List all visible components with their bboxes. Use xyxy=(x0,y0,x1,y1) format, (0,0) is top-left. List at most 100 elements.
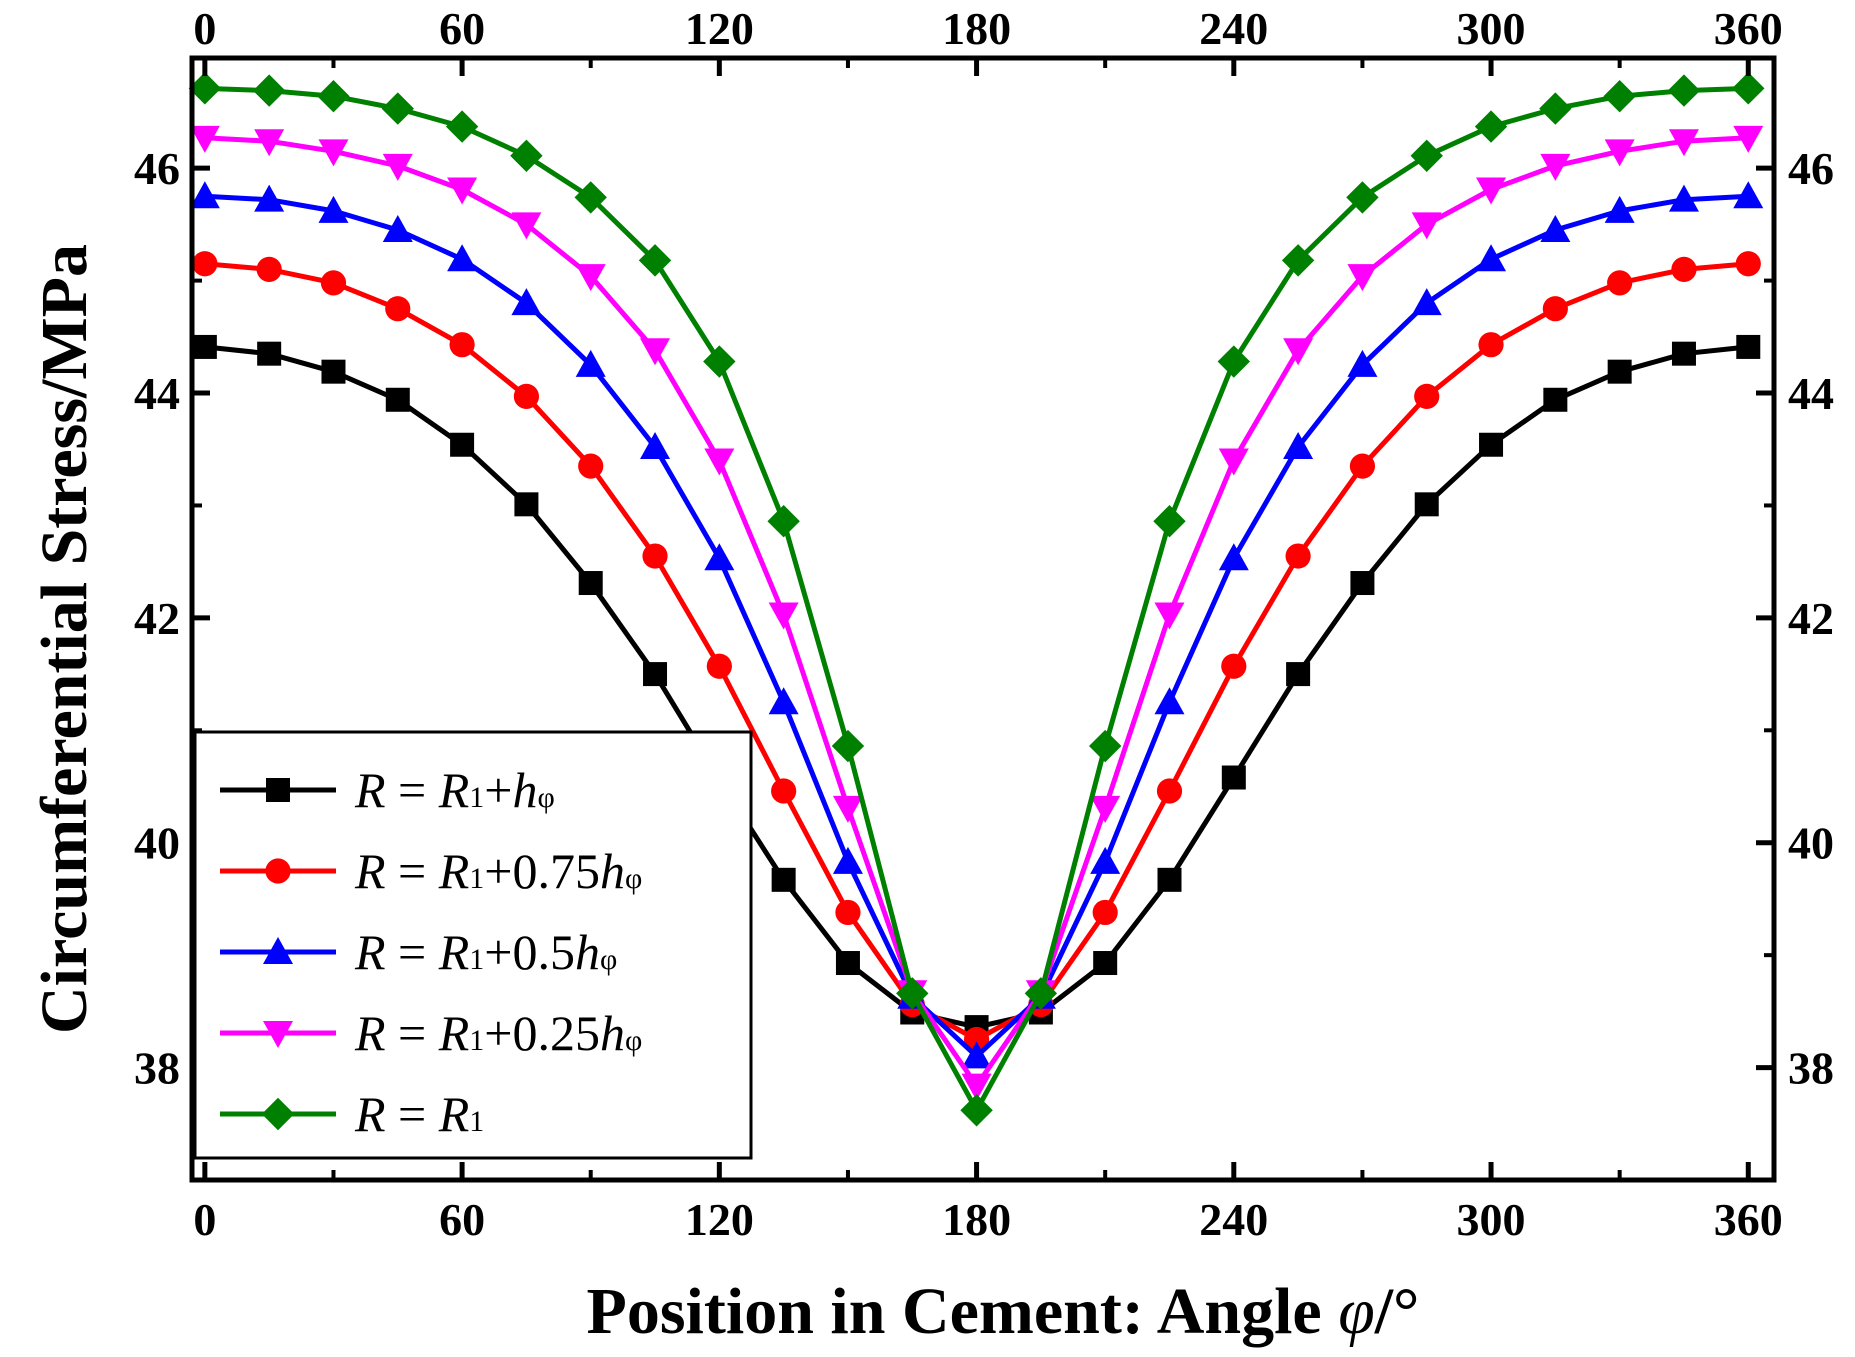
data-point xyxy=(1607,359,1632,384)
data-point xyxy=(1540,215,1571,243)
series-layer xyxy=(188,72,1765,1127)
data-point xyxy=(1350,571,1375,596)
y-tick-label-left: 38 xyxy=(134,1043,180,1094)
data-point xyxy=(835,951,860,976)
data-point xyxy=(961,1073,992,1101)
data-point xyxy=(1346,181,1379,214)
data-point xyxy=(1733,125,1764,153)
data-point xyxy=(1736,334,1761,359)
data-point xyxy=(706,653,732,679)
data-point xyxy=(382,153,413,181)
data-point xyxy=(1221,653,1247,679)
data-point xyxy=(450,432,475,457)
data-point xyxy=(1154,602,1185,630)
data-point xyxy=(1671,341,1696,366)
data-point xyxy=(771,867,796,892)
data-point xyxy=(1542,296,1568,322)
data-point xyxy=(638,244,672,277)
data-point xyxy=(1604,139,1635,167)
data-point xyxy=(1221,765,1246,790)
data-point xyxy=(254,184,285,212)
data-point xyxy=(385,387,410,412)
y-tick-label-left: 44 xyxy=(134,368,180,419)
data-point xyxy=(1090,795,1121,823)
data-point xyxy=(447,244,478,272)
data-point xyxy=(511,212,542,240)
data-point xyxy=(513,383,540,409)
data-point xyxy=(1667,74,1701,107)
legend-box xyxy=(193,730,753,1160)
data-point xyxy=(575,349,606,377)
series-5 xyxy=(188,72,1765,1127)
x-tick-label-top: 120 xyxy=(685,3,754,54)
data-point xyxy=(318,195,349,223)
y-tick-label-left: 42 xyxy=(134,593,180,644)
data-point xyxy=(767,504,800,538)
x-tick-label-bottom: 120 xyxy=(685,1194,754,1245)
legend-marker xyxy=(263,937,293,964)
data-point xyxy=(1283,338,1314,366)
data-point xyxy=(1476,244,1507,272)
data-point xyxy=(254,129,285,157)
data-point xyxy=(189,125,220,153)
data-point xyxy=(1154,687,1185,715)
data-point xyxy=(1283,431,1314,459)
x-tick-label-top: 240 xyxy=(1199,3,1268,54)
data-point xyxy=(640,431,671,459)
legend-entry-3: R = R1+0.5hφ xyxy=(220,924,617,980)
data-point xyxy=(642,543,668,569)
data-point xyxy=(514,492,539,517)
data-point xyxy=(1607,270,1633,296)
legend-entry-4: R = R1+0.25hφ xyxy=(220,1005,642,1061)
series-4 xyxy=(189,125,1764,1101)
data-point xyxy=(575,264,606,292)
legend-entry-2: R = R1+0.75hφ xyxy=(220,843,642,899)
data-point xyxy=(1024,977,1058,1010)
data-point xyxy=(1410,139,1443,173)
y-tick-label-right: 44 xyxy=(1788,368,1834,419)
data-point xyxy=(1604,195,1635,223)
legend-label: R = R1+0.5hφ xyxy=(354,924,617,980)
data-point xyxy=(1668,129,1699,157)
data-point xyxy=(1347,264,1378,292)
data-point xyxy=(192,334,217,359)
legend-marker xyxy=(265,858,291,884)
legend-label: R = R1+0.75hφ xyxy=(354,843,642,899)
data-point xyxy=(1153,504,1186,538)
data-point xyxy=(1414,492,1439,517)
data-point xyxy=(1671,256,1697,282)
data-point xyxy=(961,1041,992,1069)
data-point xyxy=(578,453,604,479)
data-point xyxy=(832,846,863,874)
legend-marker xyxy=(261,1097,295,1131)
series-3 xyxy=(189,181,1764,1069)
data-point xyxy=(1156,778,1183,804)
x-tick-label-top: 360 xyxy=(1714,3,1783,54)
y-axis-title: Circumferential Stress/MPa xyxy=(28,244,101,1034)
legend-label: R = R1 xyxy=(354,1086,484,1142)
data-point xyxy=(1286,662,1311,687)
data-point xyxy=(317,80,350,113)
data-point xyxy=(1668,184,1699,212)
data-point xyxy=(447,177,478,205)
data-point xyxy=(1347,349,1378,377)
data-point xyxy=(643,662,668,687)
data-point xyxy=(1539,92,1572,125)
data-point xyxy=(640,338,671,366)
data-point xyxy=(257,341,282,366)
data-point xyxy=(1285,543,1311,569)
data-point xyxy=(768,687,799,715)
data-point xyxy=(1540,153,1571,181)
y-tick-label-right: 42 xyxy=(1788,593,1834,644)
data-point xyxy=(704,543,735,571)
data-point xyxy=(381,92,414,125)
data-point xyxy=(1603,80,1636,113)
data-point xyxy=(832,795,863,823)
data-point xyxy=(256,256,282,282)
series-2 xyxy=(192,251,1761,1053)
data-point xyxy=(574,181,607,214)
data-point xyxy=(318,139,349,167)
x-tick-label-bottom: 360 xyxy=(1714,1194,1783,1245)
legend: R = R1+hφ R = R1+0.75hφ R = R1+0.5hφ R = R1… xyxy=(193,730,753,1160)
